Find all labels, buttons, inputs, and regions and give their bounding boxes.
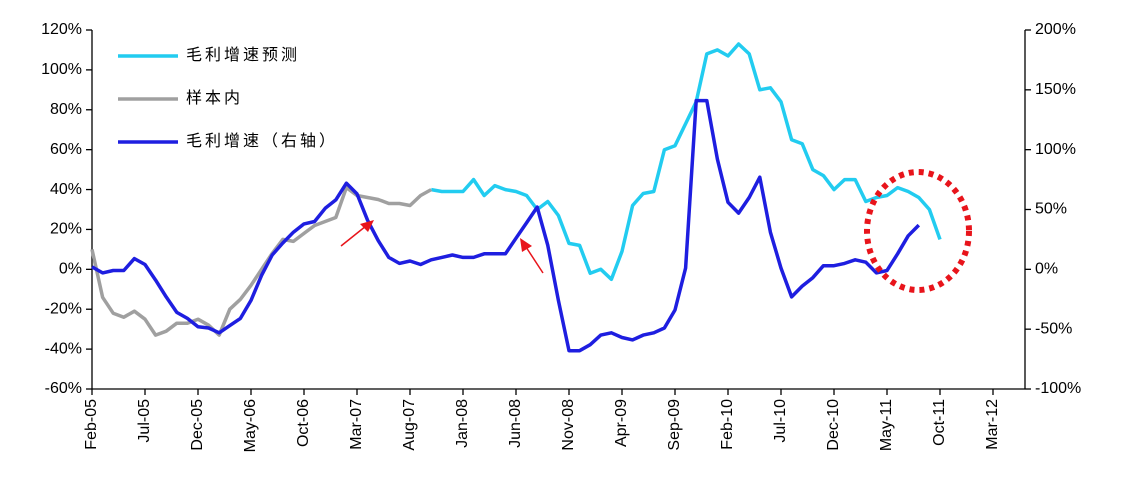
legend-label: 样本内 (186, 89, 243, 107)
y2-tick-label: 100% (1035, 141, 1076, 158)
x-tick-label: Nov-08 (560, 399, 577, 451)
x-tick-label: Feb-05 (83, 399, 100, 450)
x-tick-label: Oct-11 (931, 399, 948, 446)
arrow (525, 246, 544, 274)
arrow-head (520, 238, 532, 252)
y-tick-label: -60% (45, 380, 82, 397)
x-tick-label: Oct-06 (295, 399, 312, 447)
series-line (91, 98, 921, 353)
x-tick-label: Jul-05 (136, 399, 153, 443)
x-tick-label: May-06 (242, 399, 259, 452)
x-tick-label: Jan-08 (454, 399, 471, 448)
x-tick-label: Mar-07 (348, 399, 365, 450)
x-tick-label: Sep-09 (666, 399, 683, 451)
legend-label: 毛利增速预测 (186, 46, 300, 64)
series-line (430, 42, 942, 282)
annotations (340, 169, 972, 293)
x-tick-label: Feb-10 (719, 399, 736, 450)
highlight-circle (864, 169, 972, 293)
y-tick-label: 100% (41, 61, 82, 78)
x-tick-label: May-11 (878, 399, 895, 451)
arrow (340, 225, 367, 247)
y-tick-label: 40% (50, 181, 82, 198)
x-tick-label: Dec-10 (825, 399, 842, 451)
series-line (90, 185, 433, 337)
x-tick-label: Apr-09 (613, 399, 630, 447)
x-tick-label: Mar-12 (984, 399, 1001, 450)
y2-tick-label: -50% (1035, 320, 1072, 337)
y2-tick-label: 200% (1035, 21, 1076, 38)
y-tick-label: 60% (50, 141, 82, 158)
y2-tick-label: -100% (1035, 380, 1081, 397)
y-tick-label: -20% (45, 300, 82, 317)
y-tick-label: -40% (45, 340, 82, 357)
x-tick-label: Jun-08 (507, 399, 524, 448)
y2-tick-label: 150% (1035, 81, 1076, 98)
legend-label: 毛利增速（右轴） (186, 132, 338, 150)
y-tick-label: 80% (50, 101, 82, 118)
y-tick-label: 0% (59, 261, 82, 278)
x-tick-label: Aug-07 (401, 399, 418, 451)
arrow-head (360, 220, 374, 232)
x-tick-label: Jul-10 (772, 399, 789, 443)
y2-tick-label: 50% (1035, 201, 1067, 218)
y2-tick-label: 0% (1035, 261, 1058, 278)
y-tick-label: 20% (50, 221, 82, 238)
y-tick-label: 120% (41, 21, 82, 38)
x-tick-label: Dec-05 (189, 399, 206, 451)
